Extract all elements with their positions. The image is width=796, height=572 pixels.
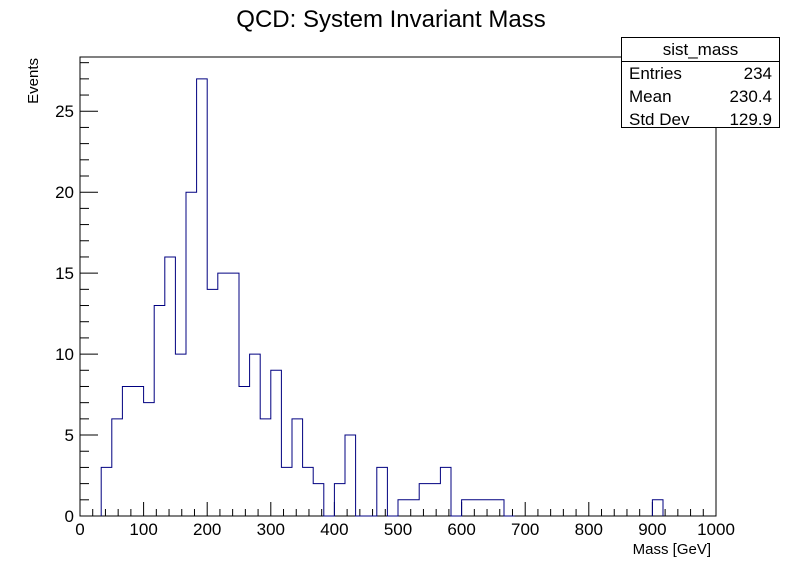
histogram-bin: [281, 467, 292, 516]
x-tick-label: 400: [320, 520, 348, 539]
y-tick-label: 25: [55, 102, 74, 121]
stats-label: Mean: [629, 87, 672, 106]
histogram-outline: [100, 78, 664, 517]
histogram-bin: [398, 500, 409, 516]
x-tick-label: 1000: [697, 520, 735, 539]
y-tick-label: 15: [55, 264, 74, 283]
histogram-bin: [292, 419, 303, 516]
y-axis-label: Events: [25, 58, 42, 104]
x-tick-label: 0: [75, 520, 84, 539]
x-tick-label: 500: [384, 520, 412, 539]
histogram-bin: [239, 386, 250, 516]
x-axis: 0 100 200 300 400 500 600 700 800 900 1000: [75, 502, 735, 539]
x-tick-label: 300: [257, 520, 285, 539]
x-tick-label: 200: [193, 520, 221, 539]
histogram-bin: [493, 500, 504, 516]
histogram-bin: [165, 257, 176, 516]
histogram-bin: [334, 484, 345, 516]
histogram-bin: [472, 500, 483, 516]
x-tick-label: 700: [511, 520, 539, 539]
stats-value: 129.9: [729, 110, 772, 129]
histogram-bin: [250, 354, 261, 516]
stats-box: sist_mass Entries 234 Mean 230.4 Std Dev…: [621, 37, 780, 131]
histogram-bin: [271, 370, 282, 516]
histogram-bin: [260, 419, 271, 516]
y-tick-label: 5: [65, 426, 74, 445]
histogram-bin: [122, 386, 133, 516]
histogram-bin: [207, 289, 218, 516]
histogram-bin: [419, 484, 430, 516]
histogram-bin: [101, 467, 112, 516]
y-tick-label: 20: [55, 183, 74, 202]
x-axis-label: Mass [GeV]: [633, 541, 711, 558]
histogram-bin: [197, 79, 208, 516]
x-tick-label: 900: [638, 520, 666, 539]
histogram-bin: [228, 273, 239, 516]
histogram-bin: [218, 273, 229, 516]
histogram-bin: [112, 419, 123, 516]
histogram-bin: [483, 500, 494, 516]
histogram-bin: [440, 467, 451, 516]
stats-value: 234: [743, 64, 772, 83]
histogram-bin: [409, 500, 420, 516]
histogram-bin: [175, 354, 186, 516]
histogram-bin: [154, 306, 165, 516]
x-tick-label: 600: [447, 520, 475, 539]
histogram-bins: [101, 79, 663, 516]
y-tick-label: 0: [65, 507, 74, 526]
histogram-bin: [652, 500, 663, 516]
histogram-bin: [462, 500, 473, 516]
stats-row-entries: Entries 234: [622, 62, 779, 85]
x-tick-label: 100: [129, 520, 157, 539]
y-axis: 0 5 10 15 20 25: [55, 62, 98, 526]
y-tick-label: 10: [55, 345, 74, 364]
chart-title: QCD: System Invariant Mass: [236, 6, 545, 33]
stats-row-stddev: Std Dev 129.9: [622, 108, 779, 131]
stats-box-title: sist_mass: [622, 38, 779, 62]
histogram-bin: [186, 192, 197, 516]
histogram-bin: [345, 435, 356, 516]
stats-row-mean: Mean 230.4: [622, 85, 779, 108]
stats-value: 230.4: [729, 87, 772, 106]
stats-label: Std Dev: [629, 110, 690, 129]
x-tick-label: 800: [575, 520, 603, 539]
histogram-bin: [313, 484, 324, 516]
histogram-bin: [430, 484, 441, 516]
histogram-bin: [303, 467, 314, 516]
histogram-bin: [377, 467, 388, 516]
stats-label: Entries: [629, 64, 682, 83]
histogram-bin: [133, 386, 144, 516]
histogram-bin: [144, 403, 155, 516]
